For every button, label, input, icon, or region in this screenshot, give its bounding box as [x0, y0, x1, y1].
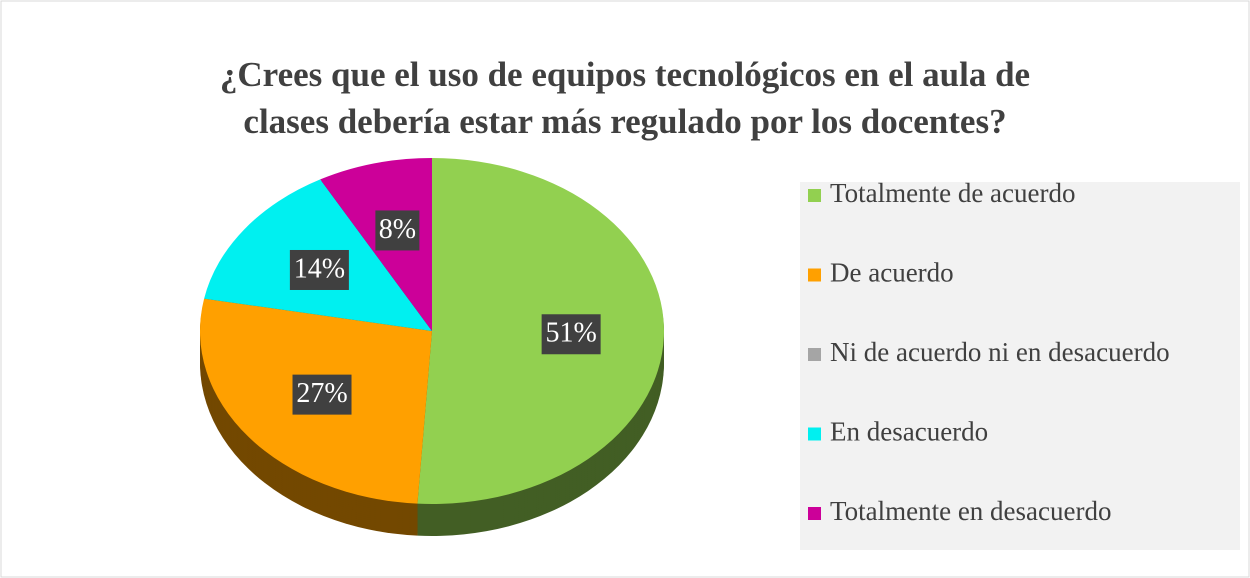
legend-swatch — [808, 427, 821, 441]
legend-box — [800, 182, 1240, 550]
legend-swatch — [808, 507, 821, 520]
chart-title: clases debería estar más regulado por lo… — [243, 102, 1006, 141]
data-label-box — [375, 210, 420, 251]
data-label: 14% — [294, 253, 345, 284]
legend-swatch — [808, 268, 821, 282]
data-label-box — [289, 249, 349, 290]
data-label: 27% — [296, 378, 347, 409]
legend-label: En desacuerdo — [830, 417, 988, 447]
legend-swatch — [808, 348, 821, 361]
chart-title: ¿Crees que el uso de equipos tecnológico… — [220, 55, 1030, 94]
legend-label: Totalmente de acuerdo — [830, 178, 1076, 208]
legend-label: De acuerdo — [830, 258, 954, 288]
slice — [417, 158, 665, 505]
data-label-box — [541, 314, 601, 355]
data-label: 8% — [379, 214, 416, 245]
legend-label: Totalmente en desacuerdo — [830, 496, 1111, 526]
data-label-box — [292, 374, 352, 415]
legend-label: Ni de acuerdo ni en desacuerdo — [830, 337, 1170, 367]
data-label: 51% — [545, 318, 596, 349]
legend-swatch — [808, 189, 821, 202]
